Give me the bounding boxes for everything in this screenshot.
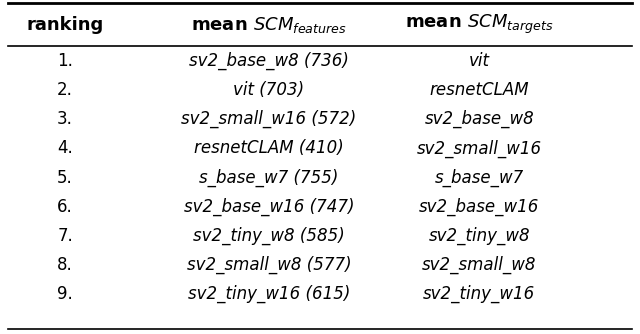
Text: 7.: 7. — [57, 227, 73, 245]
Text: sv2_small_w8: sv2_small_w8 — [422, 256, 536, 274]
Text: mean $\mathit{SCM}_{targets}$: mean $\mathit{SCM}_{targets}$ — [405, 13, 554, 36]
Text: mean $\mathit{SCM}_{features}$: mean $\mathit{SCM}_{features}$ — [191, 15, 347, 35]
Text: 8.: 8. — [57, 256, 73, 274]
Text: 5.: 5. — [57, 169, 73, 187]
Text: resnetCLAM (410): resnetCLAM (410) — [194, 140, 344, 157]
Text: sv2_tiny_w16 (615): sv2_tiny_w16 (615) — [188, 285, 350, 303]
Text: sv2_base_w16 (747): sv2_base_w16 (747) — [184, 198, 355, 216]
Text: sv2_tiny_w8 (585): sv2_tiny_w8 (585) — [193, 227, 345, 245]
Text: ranking: ranking — [26, 16, 104, 34]
Text: vit (703): vit (703) — [234, 81, 305, 99]
Text: sv2_base_w8 (736): sv2_base_w8 (736) — [189, 52, 349, 70]
Text: sv2_tiny_w16: sv2_tiny_w16 — [423, 285, 536, 303]
Text: sv2_small_w8 (577): sv2_small_w8 (577) — [187, 256, 351, 274]
Text: 2.: 2. — [57, 81, 73, 99]
Text: 3.: 3. — [57, 110, 73, 128]
Text: 6.: 6. — [57, 198, 73, 216]
Text: sv2_base_w8: sv2_base_w8 — [424, 110, 534, 129]
Text: 1.: 1. — [57, 52, 73, 70]
Text: s_base_w7: s_base_w7 — [435, 168, 524, 187]
Text: sv2_small_w16: sv2_small_w16 — [417, 139, 542, 158]
Text: sv2_small_w16 (572): sv2_small_w16 (572) — [181, 110, 356, 129]
Text: 9.: 9. — [57, 285, 73, 303]
Text: 4.: 4. — [57, 140, 73, 157]
Text: s_base_w7 (755): s_base_w7 (755) — [199, 168, 339, 187]
Text: sv2_tiny_w8: sv2_tiny_w8 — [429, 227, 530, 245]
Text: sv2_base_w16: sv2_base_w16 — [419, 198, 540, 216]
Text: resnetCLAM: resnetCLAM — [429, 81, 529, 99]
Text: vit: vit — [469, 52, 490, 70]
